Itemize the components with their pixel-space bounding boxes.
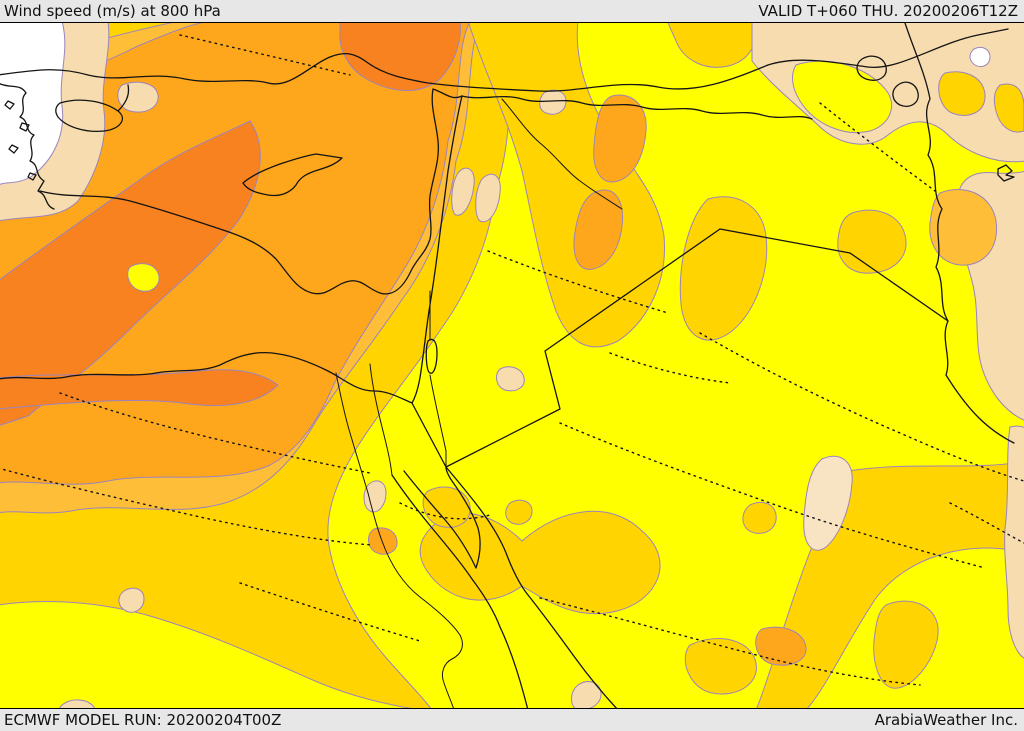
iran-border-line [904,23,1015,444]
contour-cream-saudi-blob [803,455,853,551]
contour-cream-sinai-dot [363,480,387,513]
contour-gold-jordan-blob [679,196,768,341]
wind-speed-contour-map [0,23,1024,708]
map-title: Wind speed (m/s) at 800 hPa [4,1,221,20]
dotted-line-saudi-2 [699,332,1024,482]
credit-label: ArabiaWeather Inc. [874,710,1018,729]
aegean-coastline [0,83,55,210]
contour-gold-blob-sinai-east [422,486,471,528]
dotted-line-egypt-2 [0,467,373,546]
map-header-bar: Wind speed (m/s) at 800 hPa VALID T+060 … [0,0,1024,22]
lake-outlines-ne [856,55,1015,182]
contour-gold-bottom-blob-1 [684,638,757,695]
contour-white-top-right-dot [969,46,991,68]
dotted-line-saudi-1 [559,422,986,569]
contour-cream-corner-dot [58,699,96,708]
valid-time-label: VALID T+060 THU. 20200206T12Z [758,1,1018,20]
map-footer-bar: ECMWF MODEL RUN: 20200204T00Z ArabiaWeat… [0,709,1024,731]
contour-orange-bottom-spot [755,626,807,666]
dead-sea-outline [425,338,438,374]
contour-amber-right-blob [929,189,998,266]
contour-yellow-bottom-left [0,600,412,708]
model-run-label: ECMWF MODEL RUN: 20200204T00Z [4,710,282,729]
wind-speed-map [0,22,1024,709]
dotted-line-iraq [609,352,731,384]
contour-white-top-left [0,23,66,185]
dotted-line-saudi-3 [539,597,921,686]
nile-river [335,372,463,708]
contour-orange-red-sea-spot [368,527,398,555]
contour-gold-dot-1 [742,501,777,534]
contour-orange-syria-blob-1 [593,94,647,183]
dotted-line-anatolia [179,34,351,76]
contour-gold-dot-2 [505,499,533,525]
gulf-of-suez-west-coast [391,474,529,708]
dotted-line-ne [819,102,936,192]
turkey-syria-border [461,95,813,120]
sinai-coastline [403,466,481,569]
euphrates-river [501,98,623,210]
contour-gold-nw-saudi-blob [837,209,907,274]
aegean-islands [4,100,37,181]
cyprus-coastline [242,153,343,197]
contour-deep-orange-top-blob [339,23,461,91]
contour-cream-left-bottom-dot [118,587,145,613]
contour-gold-bottom-blob-2 [873,600,939,689]
contour-gold-in-cream-2 [993,83,1024,133]
black-sea-coastline [0,28,1009,92]
contour-cream-jordan-dot [496,366,525,392]
jordan-saudi-border [411,228,949,468]
jordan-rift-line [429,290,447,468]
coastline-border-layer [0,23,1015,708]
contour-cream-bottom-oval [571,681,602,708]
contour-cream-lebanon-1 [451,167,475,216]
suez-canal [369,363,393,476]
contour-yellow-pocket-in-band [127,263,160,292]
contour-cream-north-syria [539,89,567,115]
contour-cream-marmara [117,81,159,113]
contour-cream-right-strip [1004,425,1024,659]
marmara-sea-outline [55,84,130,133]
contour-gold-in-cream-1 [938,71,986,116]
dotted-line-sinai [399,502,491,520]
roads-dotted-layer [0,34,1024,686]
dotted-line-syria [487,250,669,314]
contour-orange-syria-blob-2 [573,189,624,270]
gulf-of-aqaba-east-coast [445,466,618,708]
contour-cream-lebanon-2 [475,173,501,223]
turkey-south-coastline [39,88,463,295]
